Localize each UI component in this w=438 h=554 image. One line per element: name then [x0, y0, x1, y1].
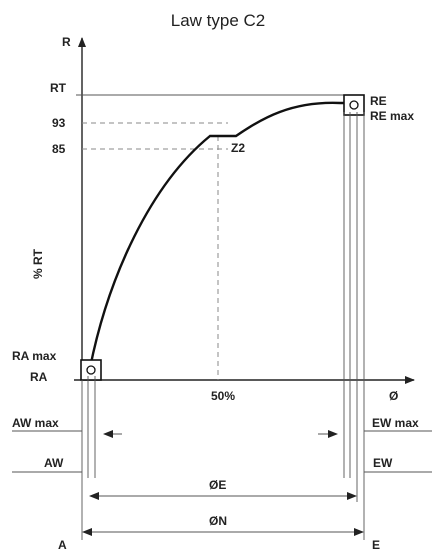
ew-max-label: EW max [372, 416, 419, 430]
e-label: E [372, 538, 380, 552]
diagram-title: Law type C2 [171, 11, 266, 30]
oe-label: ØE [209, 478, 226, 492]
tick-85: 85 [52, 142, 66, 156]
ra-marker-dot [86, 365, 96, 375]
ew-label: EW [373, 456, 393, 470]
law-curve [88, 101, 355, 369]
on-label: ØN [209, 514, 227, 528]
y-axis-label: R [62, 35, 71, 49]
aw-max-label: AW max [12, 416, 59, 430]
a-label: A [58, 538, 67, 552]
tick-50-percent: 50% [211, 389, 235, 403]
x-axis-label: Ø [389, 389, 398, 403]
re-label: RE [370, 94, 387, 108]
aw-label: AW [44, 456, 64, 470]
z2-label: Z2 [231, 141, 245, 155]
rt-tick-label: RT [50, 81, 67, 95]
ra-label: RA [30, 370, 48, 384]
y-side-label: % RT [31, 248, 45, 279]
re-max-label: RE max [370, 109, 414, 123]
tick-93: 93 [52, 116, 66, 130]
re-marker-dot [349, 100, 359, 110]
ra-max-label: RA max [12, 349, 57, 363]
